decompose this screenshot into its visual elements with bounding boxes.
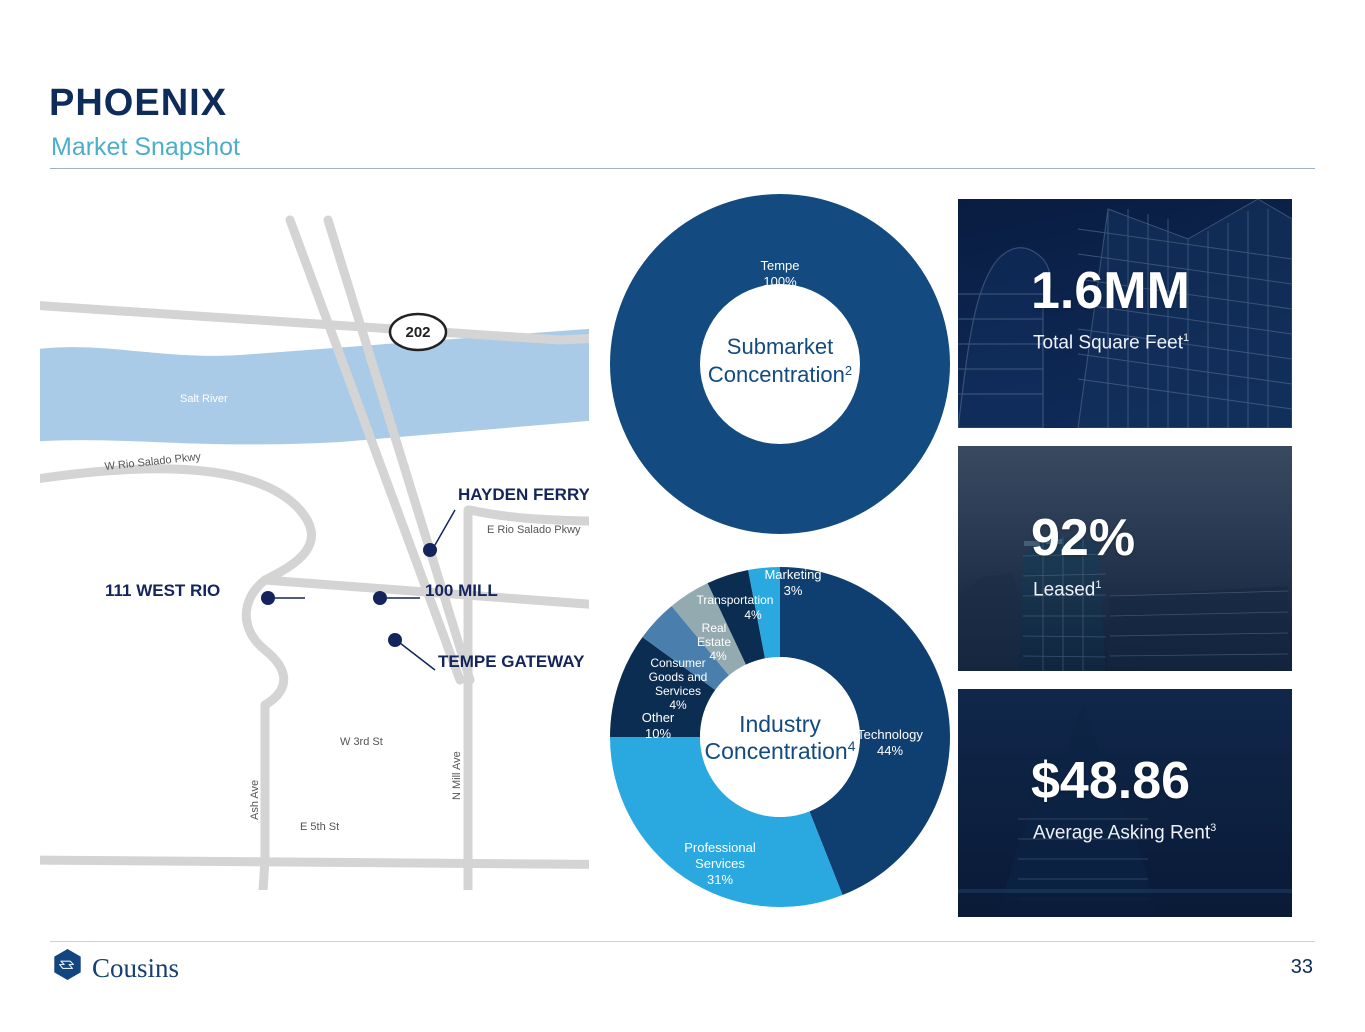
svg-text:Salt River: Salt River: [180, 393, 228, 405]
svg-text:Technology: Technology: [857, 727, 923, 742]
svg-text:100%: 100%: [763, 274, 797, 289]
svg-text:Marketing: Marketing: [764, 567, 821, 582]
svg-text:Estate: Estate: [697, 635, 731, 649]
svg-text:Concentration4: Concentration4: [705, 738, 856, 764]
svg-text:Goods and: Goods and: [649, 670, 708, 684]
svg-text:3%: 3%: [784, 583, 803, 598]
svg-text:Services: Services: [695, 856, 745, 871]
svg-text:Transportation: Transportation: [697, 593, 774, 607]
svg-text:Real: Real: [702, 621, 727, 635]
svg-text:31%: 31%: [707, 872, 733, 887]
svg-text:4%: 4%: [669, 698, 687, 712]
svg-text:111 WEST RIO: 111 WEST RIO: [105, 581, 220, 600]
svg-text:4%: 4%: [744, 608, 762, 622]
svg-text:E 5th St: E 5th St: [300, 821, 339, 833]
svg-text:100 MILL: 100 MILL: [425, 581, 498, 600]
svg-text:4%: 4%: [709, 649, 727, 663]
svg-text:202: 202: [405, 324, 430, 341]
svg-text:Tempe: Tempe: [760, 258, 799, 273]
svg-text:N Mill Ave: N Mill Ave: [451, 751, 463, 800]
svg-text:44%: 44%: [877, 743, 903, 758]
svg-text:Concentration2: Concentration2: [708, 362, 852, 387]
svg-text:Services: Services: [655, 684, 701, 698]
svg-text:HAYDEN FERRY: HAYDEN FERRY: [458, 485, 589, 504]
svg-text:Industry: Industry: [739, 711, 821, 737]
svg-text:TEMPE GATEWAY: TEMPE GATEWAY: [438, 652, 585, 671]
svg-text:W 3rd St: W 3rd St: [340, 736, 383, 748]
svg-text:Professional: Professional: [684, 840, 756, 855]
svg-text:Ash Ave: Ash Ave: [249, 780, 261, 820]
svg-text:E Rio Salado Pkwy: E Rio Salado Pkwy: [487, 524, 581, 536]
svg-text:Submarket: Submarket: [727, 334, 833, 359]
svg-text:10%: 10%: [645, 726, 671, 741]
svg-text:Other: Other: [642, 710, 675, 725]
svg-text:Consumer: Consumer: [650, 656, 705, 670]
